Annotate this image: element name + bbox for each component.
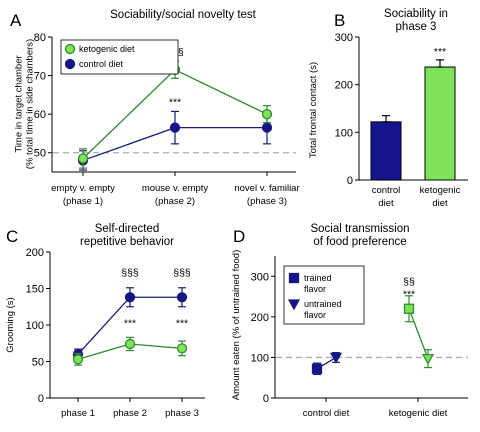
significance-label: *** [403,288,415,300]
significance-label: *** [124,317,136,329]
x-tick-label: phase 2 [113,408,147,419]
y-tick-label: 300 [335,32,353,44]
panel-letter-a: A [10,11,22,30]
series-line-ketogenic [408,308,429,359]
data-point-ketogenic-trained [403,303,415,314]
y-tick-label: 0 [38,393,44,405]
legend-label-line-1: untrained [304,299,342,309]
legend-marker-control [64,58,76,70]
x-tick-label: phase 3 [165,408,199,419]
chart-title-line-1: Self-directed [95,223,160,235]
significance-label: *** [176,317,188,329]
legend-label-line-2: flavor [304,310,326,320]
legend-marker-untrained [287,299,301,311]
x-tick-label: phase 1 [61,408,95,419]
data-point-control-trained [311,363,323,374]
chart-title-line-2: phase 3 [396,21,437,33]
y-tick-label: 150 [26,284,44,296]
legend-label: ketogenic diet [79,44,135,54]
y-tick-label: 0 [347,175,353,187]
chart-title-line-1: Social transmission [310,223,409,235]
panel-letter-d: D [233,227,245,246]
significance-label: §§§ [173,267,191,279]
data-point-control-untrained [329,352,343,364]
x-tick-label: control diet [303,408,350,419]
data-point-control [169,122,181,133]
x-tick-label-line-2: (phase 1) [63,196,103,207]
y-axis-label-line-1: Time in target chamber [14,55,25,152]
legend-marker-ketogenic [64,43,76,55]
chart-title: Sociability/social novelty test [110,9,257,21]
y-tick-label: 200 [26,247,44,259]
x-tick-label-line-1: ketogenic [420,185,461,196]
y-tick-label: 300 [251,271,269,283]
significance-label: *** [169,96,181,108]
y-axis-label-line-2: (% total time in side chambers) [25,39,36,169]
x-tick-label-line-1: novel v. familiar [234,183,299,194]
data-point-control [124,292,136,303]
legend-label: control diet [79,59,124,69]
x-tick-label-line-1: control [372,185,401,196]
data-point-control [176,292,188,303]
y-tick-label: 70 [34,71,46,83]
x-tick-label-line-1: mouse v. empty [142,183,209,194]
x-tick-label-line-2: diet [378,198,394,209]
y-tick-label: 200 [251,312,269,324]
legend-box [60,39,179,75]
legend-label-line-1: trained [304,273,332,283]
chart-title-line-2: of food preference [313,236,406,248]
data-point-ketogenic [124,338,136,350]
data-point-ketogenic [176,343,188,354]
x-tick-label-line-2: diet [432,198,448,209]
y-tick-label: 60 [34,109,46,121]
y-tick-label: 100 [251,352,269,364]
y-tick-label: 0 [263,393,269,405]
data-point-control [261,122,273,133]
legend-box [283,265,365,325]
chart-title-line-1: Sociability in [384,8,448,20]
panel-letter-b: B [334,11,345,30]
x-tick-label-line-2: (phase 3) [247,196,287,207]
significance-label: *** [434,46,446,58]
data-point-ketogenic [77,153,89,164]
significance-label: §§§ [121,267,139,279]
y-tick-label: 50 [32,357,44,369]
legend-marker-trained [288,272,300,284]
y-axis-label: Total frontal contact (s) [308,62,319,158]
y-axis-label: Grooming (s) [5,297,16,352]
y-tick-label: 50 [34,148,46,160]
significance-label: §§ [403,276,415,288]
y-tick-label: 80 [34,32,46,44]
x-tick-label-line-2: (phase 2) [155,196,195,207]
data-point-ketogenic-untrained [421,353,435,365]
chart-title-line-2: repetitive behavior [80,236,174,248]
y-tick-label: 200 [335,80,353,92]
data-point-ketogenic [72,354,84,365]
legend-label-line-2: flavor [304,284,326,294]
y-tick-label: 100 [26,320,44,332]
x-tick-label: ketogenic diet [389,408,448,419]
bar [424,66,456,181]
data-point-ketogenic [261,108,273,120]
y-axis-label: Amount eaten (% of untrained food) [231,250,242,401]
x-tick-label-line-1: empty v. empty [51,183,115,194]
bar [370,121,402,181]
y-tick-label: 100 [335,127,353,139]
panel-letter-c: C [6,227,18,246]
